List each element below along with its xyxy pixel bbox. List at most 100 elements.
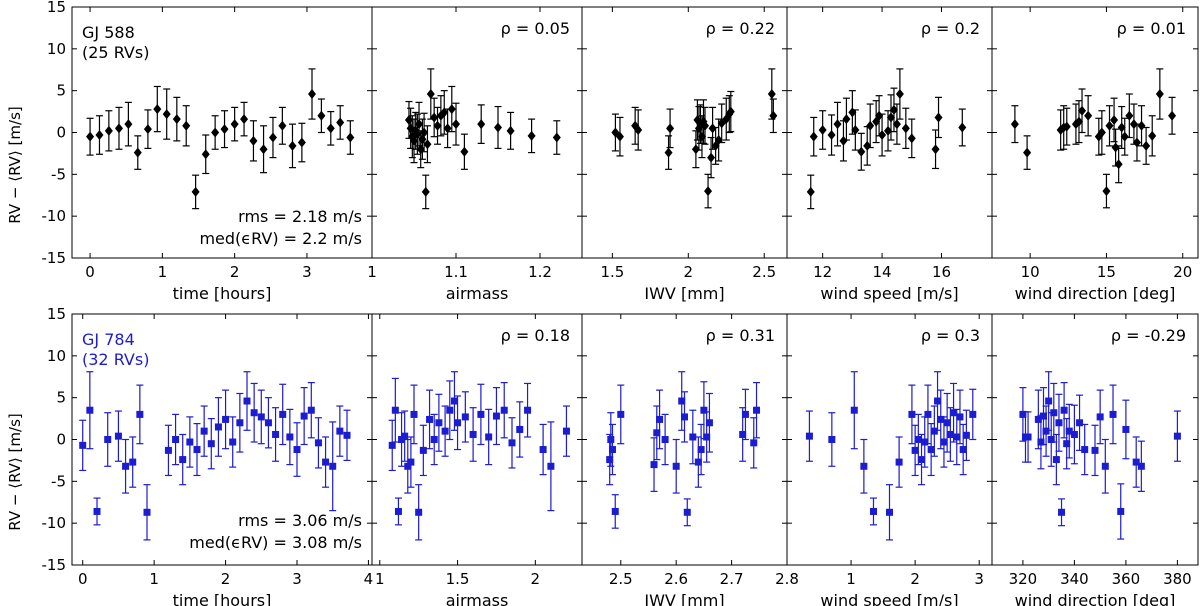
data-point [656, 389, 664, 450]
square-marker [805, 432, 813, 440]
data-point [200, 405, 208, 457]
square-marker [179, 456, 187, 464]
square-marker [122, 462, 130, 470]
diamond-marker [634, 124, 643, 135]
data-point [193, 423, 201, 477]
x-tick-label: 16 [932, 263, 951, 281]
square-marker [300, 412, 308, 420]
data-point [1091, 424, 1099, 477]
y-tick-label: -15 [42, 556, 67, 574]
data-point [1117, 105, 1126, 149]
data-point [694, 436, 702, 488]
square-marker [1132, 458, 1140, 466]
data-point [460, 133, 469, 170]
square-marker [1096, 413, 1104, 421]
x-tick-label: 0 [78, 570, 88, 588]
data-point [969, 388, 977, 441]
square-marker [104, 436, 112, 443]
data-point [104, 110, 113, 152]
diamond-marker [421, 186, 430, 197]
data-point [308, 68, 316, 120]
diamond-marker [104, 125, 113, 136]
diamond-marker [1117, 122, 1126, 133]
diamond-marker [308, 89, 316, 100]
panel-r0-c2: 1.5 2 2.5 IWV [mm] ρ = 0.22 [581, 6, 788, 303]
diamond-marker [833, 119, 842, 130]
square-marker [703, 433, 711, 441]
data-point [886, 94, 895, 141]
data-point [430, 97, 439, 138]
diamond-marker [1120, 131, 1129, 142]
data-point [240, 101, 249, 137]
diamond-marker [615, 131, 624, 142]
x-tick-label: 2.6 [664, 570, 688, 588]
y-tick-label: 5 [56, 82, 66, 100]
data-point [1024, 411, 1032, 463]
square-marker [1076, 419, 1084, 427]
data-point [433, 106, 442, 145]
data-point [527, 118, 536, 154]
rv-count-row0: (25 RVs) [82, 43, 149, 62]
square-marker [617, 410, 625, 418]
data-point [1109, 384, 1117, 445]
data-point [191, 174, 200, 210]
data-point [435, 393, 443, 452]
diamond-marker [1074, 116, 1083, 127]
square-marker [93, 507, 101, 515]
diamond-marker [317, 110, 326, 121]
panel-r0-c4: 10 15 20 wind direction [deg] ρ = 0.01 [991, 6, 1199, 303]
data-point [114, 106, 123, 150]
square-marker [415, 508, 423, 516]
square-marker [1122, 425, 1130, 433]
data-point [441, 405, 449, 457]
diamond-marker [895, 89, 904, 100]
data-point [326, 110, 335, 146]
square-marker [850, 406, 858, 414]
data-point [1058, 498, 1066, 527]
data-point [153, 85, 162, 133]
square-marker [410, 410, 418, 418]
square-marker [407, 458, 415, 466]
data-point [1137, 440, 1145, 492]
data-point [1122, 399, 1130, 460]
data-point [950, 382, 958, 443]
diamond-marker [666, 123, 675, 134]
panel-r0-c0: -15 -10 -5 0 5 10 15 0 1 2 3 time [hours] [42, 0, 373, 303]
diamond-marker [1148, 130, 1157, 141]
diamond-marker [477, 119, 486, 130]
x-tick-label: 0 [85, 263, 95, 281]
rho-label-r0-c2: ρ = 0.22 [706, 19, 775, 38]
med-text-row1: med(ϵRV) = 3.08 m/s [189, 533, 362, 552]
data-point [288, 123, 297, 169]
x-tick-label: 3 [292, 570, 302, 588]
data-point [129, 436, 137, 488]
data-point [827, 114, 836, 156]
x-tick-label: 3 [302, 263, 312, 281]
data-point [672, 438, 680, 494]
data-point [243, 371, 251, 431]
y-tick-label: -10 [42, 207, 67, 225]
square-marker [200, 427, 208, 435]
diamond-marker [1142, 140, 1151, 151]
square-marker [656, 415, 664, 423]
data-point [391, 377, 399, 443]
diamond-marker [153, 104, 162, 115]
diamond-marker [172, 114, 181, 125]
square-marker [391, 406, 399, 414]
square-marker [683, 508, 691, 516]
square-marker [450, 397, 458, 405]
square-marker [1065, 427, 1073, 435]
square-marker [293, 446, 301, 454]
square-marker [1060, 406, 1068, 414]
data-point [1148, 115, 1157, 157]
x-tick-label: 2 [531, 570, 541, 588]
data-point [278, 106, 287, 145]
data-point [336, 405, 344, 457]
data-point [407, 436, 415, 488]
diamond-marker [875, 110, 884, 121]
panel-r1-c3: 1 2 3 wind speed [m/s] ρ = 0.3 [786, 313, 993, 606]
data-point [705, 392, 713, 453]
square-marker [314, 439, 322, 447]
data-point [93, 497, 101, 526]
